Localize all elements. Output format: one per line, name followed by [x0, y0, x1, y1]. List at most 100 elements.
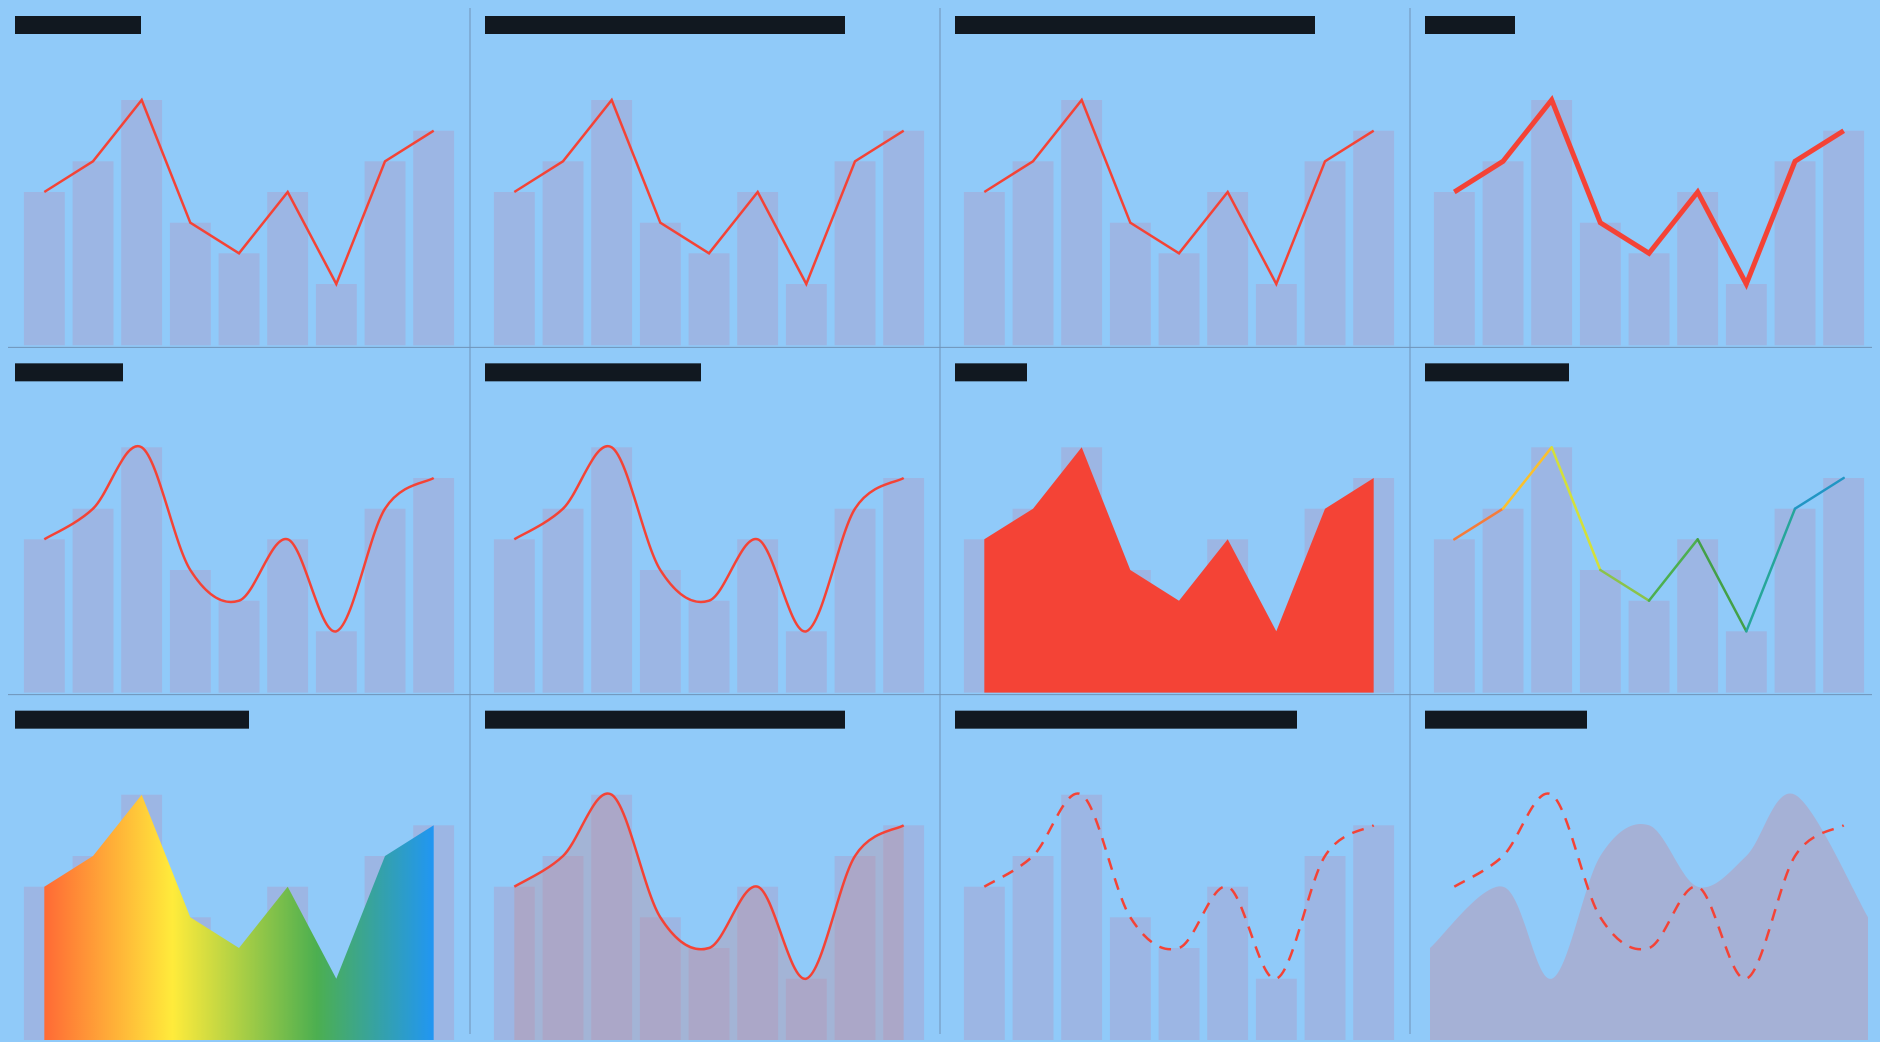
bar [218, 600, 260, 693]
series-line-segment [1696, 538, 1748, 633]
bar [493, 192, 535, 346]
bar [23, 192, 65, 346]
series-area [514, 793, 904, 1040]
chart-panel-9 [15, 710, 455, 1040]
chart-title-redacted [15, 710, 249, 729]
series-line-segment [1647, 538, 1699, 602]
chart-title-redacted [955, 16, 1315, 34]
bar [1012, 856, 1054, 1040]
chart-title-redacted [1425, 16, 1515, 34]
bar [1774, 161, 1816, 346]
bar [23, 539, 65, 693]
bar [1353, 825, 1395, 1040]
series-line [983, 792, 1375, 980]
bar [413, 130, 455, 346]
bar [834, 161, 876, 346]
bar [834, 508, 876, 693]
bar [963, 886, 1005, 1040]
bar [688, 600, 730, 693]
bar [1304, 856, 1346, 1040]
bar [1353, 130, 1395, 346]
bar [1823, 478, 1865, 693]
bar [1061, 100, 1103, 346]
bar [591, 794, 633, 1040]
chart-panel-7 [955, 363, 1395, 693]
bar [1158, 948, 1200, 1040]
bar [688, 948, 730, 1040]
bar [1677, 539, 1719, 693]
bar [169, 570, 211, 693]
bar [315, 284, 357, 346]
chart-panel-12 [1425, 710, 1868, 1040]
bar [591, 100, 633, 346]
chart-panels [15, 16, 1868, 1040]
chart-title-redacted [485, 16, 845, 34]
bar [364, 161, 406, 346]
bar [883, 130, 925, 346]
series-line-segment [1793, 476, 1845, 510]
bar [1482, 161, 1524, 346]
bar [1012, 161, 1054, 346]
bar [1433, 192, 1475, 346]
chart-title-redacted [15, 363, 123, 382]
bar [1774, 508, 1816, 693]
series-line-segment [1453, 507, 1505, 541]
bar [1207, 192, 1249, 346]
chart-title-redacted [1425, 363, 1569, 382]
bar [1109, 917, 1151, 1040]
bar [963, 192, 1005, 346]
bar [785, 631, 827, 693]
bar [1725, 631, 1767, 693]
bar [737, 539, 779, 693]
bar [1628, 600, 1670, 693]
bar [218, 253, 260, 346]
chart-title-redacted [955, 363, 1027, 382]
bar [493, 886, 535, 1040]
bar [72, 508, 114, 693]
chart-title-redacted [1425, 710, 1587, 729]
series-line [513, 792, 905, 980]
chart-panel-8 [1425, 363, 1865, 693]
chart-title-redacted [485, 363, 701, 382]
bar [267, 192, 309, 346]
bar [737, 886, 779, 1040]
bar [72, 161, 114, 346]
series-line [1453, 792, 1845, 980]
chart-title-redacted [955, 710, 1297, 729]
panel-dividers [8, 8, 1872, 1034]
bar [883, 478, 925, 693]
bar [364, 508, 406, 693]
series-line [513, 97, 905, 287]
bar [169, 222, 211, 346]
series-line [43, 444, 435, 633]
bar [1255, 284, 1297, 346]
bar [639, 917, 681, 1040]
bar [315, 631, 357, 693]
series-line [43, 97, 435, 287]
chart-title-redacted [15, 16, 141, 34]
bar [639, 222, 681, 346]
bar [267, 539, 309, 693]
bar [737, 192, 779, 346]
background-area [1430, 793, 1868, 1040]
series-area [44, 794, 434, 1040]
bar [1823, 130, 1865, 346]
bar [1531, 447, 1573, 693]
bar [785, 978, 827, 1040]
series-line [983, 97, 1375, 287]
bar [121, 447, 163, 693]
bar [1207, 886, 1249, 1040]
bar [1482, 508, 1524, 693]
bar [542, 856, 584, 1040]
bar [1158, 253, 1200, 346]
bar [1255, 978, 1297, 1040]
bar [1304, 161, 1346, 346]
bar [542, 508, 584, 693]
bar [1061, 794, 1103, 1040]
series-line-segment [1501, 446, 1553, 510]
series-line [1452, 95, 1846, 290]
bar [121, 100, 163, 346]
bar [785, 284, 827, 346]
series-area [984, 447, 1374, 693]
